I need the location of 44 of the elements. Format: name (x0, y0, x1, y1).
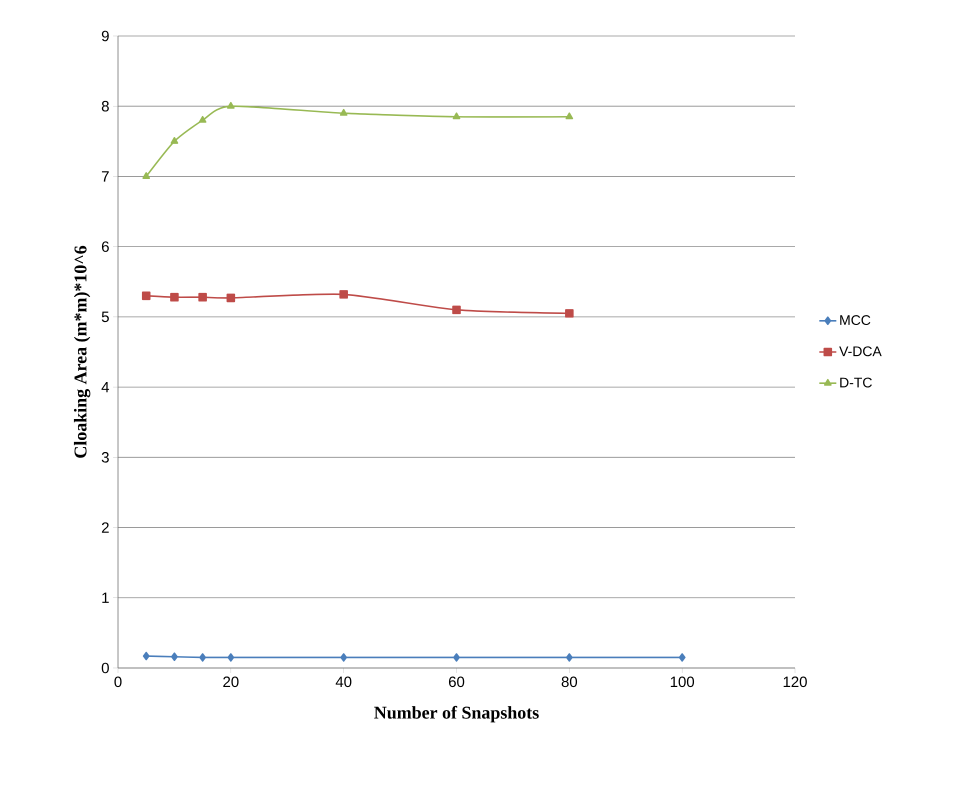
x-tick-label: 60 (448, 676, 464, 688)
y-tick-label: 3 (102, 452, 109, 463)
y-tick-label: 8 (102, 100, 109, 112)
legend-label: D-TC (840, 378, 872, 388)
x-axis-title: Number of Snapshots (374, 706, 539, 722)
y-tick-label: 4 (102, 382, 110, 392)
point (452, 306, 461, 314)
legend-label: V-DCA (839, 346, 882, 356)
x-tick-label: 100 (670, 676, 694, 688)
point (142, 172, 150, 179)
point (171, 652, 178, 662)
x-tick-label: 80 (562, 676, 578, 688)
x-tick-label: 20 (223, 676, 239, 688)
y-tick-label: 0 (102, 662, 109, 674)
point (199, 653, 206, 662)
point (142, 652, 150, 660)
point (170, 137, 178, 144)
y-tick-label: 1 (102, 592, 109, 603)
point (339, 290, 348, 299)
point (565, 309, 574, 318)
point (566, 112, 574, 120)
x-tick-label: 40 (336, 676, 352, 688)
point (678, 653, 686, 662)
y-tick-label: 7 (102, 171, 109, 182)
y-tick-label: 5 (102, 312, 109, 322)
y-tick-label: 9 (102, 30, 109, 42)
point (566, 653, 573, 662)
point (453, 653, 460, 662)
point (198, 116, 206, 123)
point (170, 292, 179, 302)
point (340, 653, 348, 662)
y-axis-title: Cloaking Area (m*m)*10^6 (74, 246, 90, 458)
point (227, 653, 234, 662)
point (227, 102, 235, 109)
point (142, 292, 151, 300)
point (340, 108, 348, 116)
y-tick-label: 6 (102, 241, 109, 252)
x-tick-label: 0 (114, 676, 122, 688)
point (452, 112, 460, 120)
point (198, 292, 207, 302)
legend-label: MCC (840, 315, 870, 326)
y-tick-label: 2 (102, 522, 109, 533)
point (226, 294, 236, 302)
x-tick-label: 120 (784, 676, 807, 688)
